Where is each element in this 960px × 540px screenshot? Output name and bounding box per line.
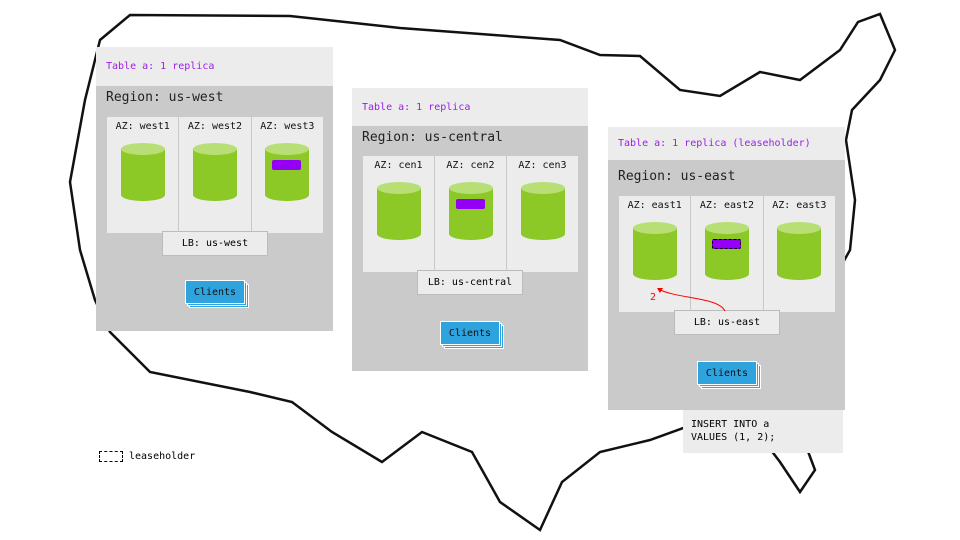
az-cen3: AZ: cen3 (507, 156, 578, 272)
database-node-icon (520, 182, 565, 246)
legend: leaseholder (99, 451, 195, 462)
az-label: AZ: east2 (699, 200, 755, 211)
sql-statement: INSERT INTO a VALUES (1, 2); (683, 410, 843, 453)
load-balancer: LB: us-central (417, 270, 523, 295)
az-cen2: AZ: cen2 (435, 156, 507, 272)
replica-icon (272, 160, 302, 170)
replica-icon (455, 199, 485, 209)
region-us-east: Table a: 1 replica (leaseholder) Region:… (608, 127, 845, 410)
leaseholder-legend-icon (99, 451, 123, 462)
az-cen1: AZ: cen1 (363, 156, 435, 272)
database-node-icon (120, 143, 165, 207)
clients-label: Clients (185, 280, 245, 304)
az-label: AZ: east3 (772, 200, 827, 211)
table-replica-label: Table a: 1 replica (352, 88, 588, 126)
region-title: Region: us-west (106, 90, 224, 105)
region-us-central: Table a: 1 replica Region: us-central AZ… (352, 88, 588, 371)
load-balancer: LB: us-east (674, 310, 780, 335)
az-label: AZ: west2 (187, 121, 243, 132)
az-west3: AZ: west3 (252, 117, 323, 233)
az-label: AZ: east1 (627, 200, 682, 211)
az-west2: AZ: west2 (179, 117, 252, 233)
az-east1: AZ: east1 (619, 196, 692, 312)
database-node-icon (704, 222, 749, 286)
load-balancer: LB: us-west (162, 231, 268, 256)
database-node-icon (265, 143, 310, 207)
clients: Clients (440, 321, 504, 349)
clients-label: Clients (440, 321, 500, 345)
clients: Clients (697, 361, 761, 389)
leaseholder-replica-icon (711, 239, 741, 249)
database-node-icon (777, 222, 822, 286)
arrow-step-label: 2 (650, 292, 657, 303)
region-us-west: Table a: 1 replica Region: us-west AZ: w… (96, 47, 333, 331)
az-east2: AZ: east2 (691, 196, 764, 312)
az-group: AZ: west1 AZ: west2 AZ: west3 (107, 117, 323, 233)
clients-label: Clients (697, 361, 757, 385)
az-east3: AZ: east3 (764, 196, 835, 312)
az-label: AZ: cen3 (518, 160, 567, 171)
database-node-icon (376, 182, 421, 246)
region-title: Region: us-central (362, 130, 503, 145)
az-label: AZ: cen1 (374, 160, 423, 171)
region-title: Region: us-east (618, 169, 736, 184)
table-replica-label: Table a: 1 replica (leaseholder) (608, 127, 845, 160)
az-label: AZ: cen2 (446, 160, 495, 171)
clients: Clients (185, 280, 249, 308)
az-label: AZ: west1 (115, 121, 170, 132)
az-group: AZ: east1 AZ: east2 AZ: east3 (619, 196, 835, 312)
database-node-icon (448, 182, 493, 246)
routing-arrow (657, 288, 726, 312)
az-label: AZ: west3 (260, 121, 315, 132)
az-group: AZ: cen1 AZ: cen2 AZ: cen3 (363, 156, 578, 272)
legend-label: leaseholder (129, 451, 196, 462)
database-node-icon (632, 222, 677, 286)
database-node-icon (192, 143, 237, 207)
az-west1: AZ: west1 (107, 117, 180, 233)
table-replica-label: Table a: 1 replica (96, 47, 333, 86)
